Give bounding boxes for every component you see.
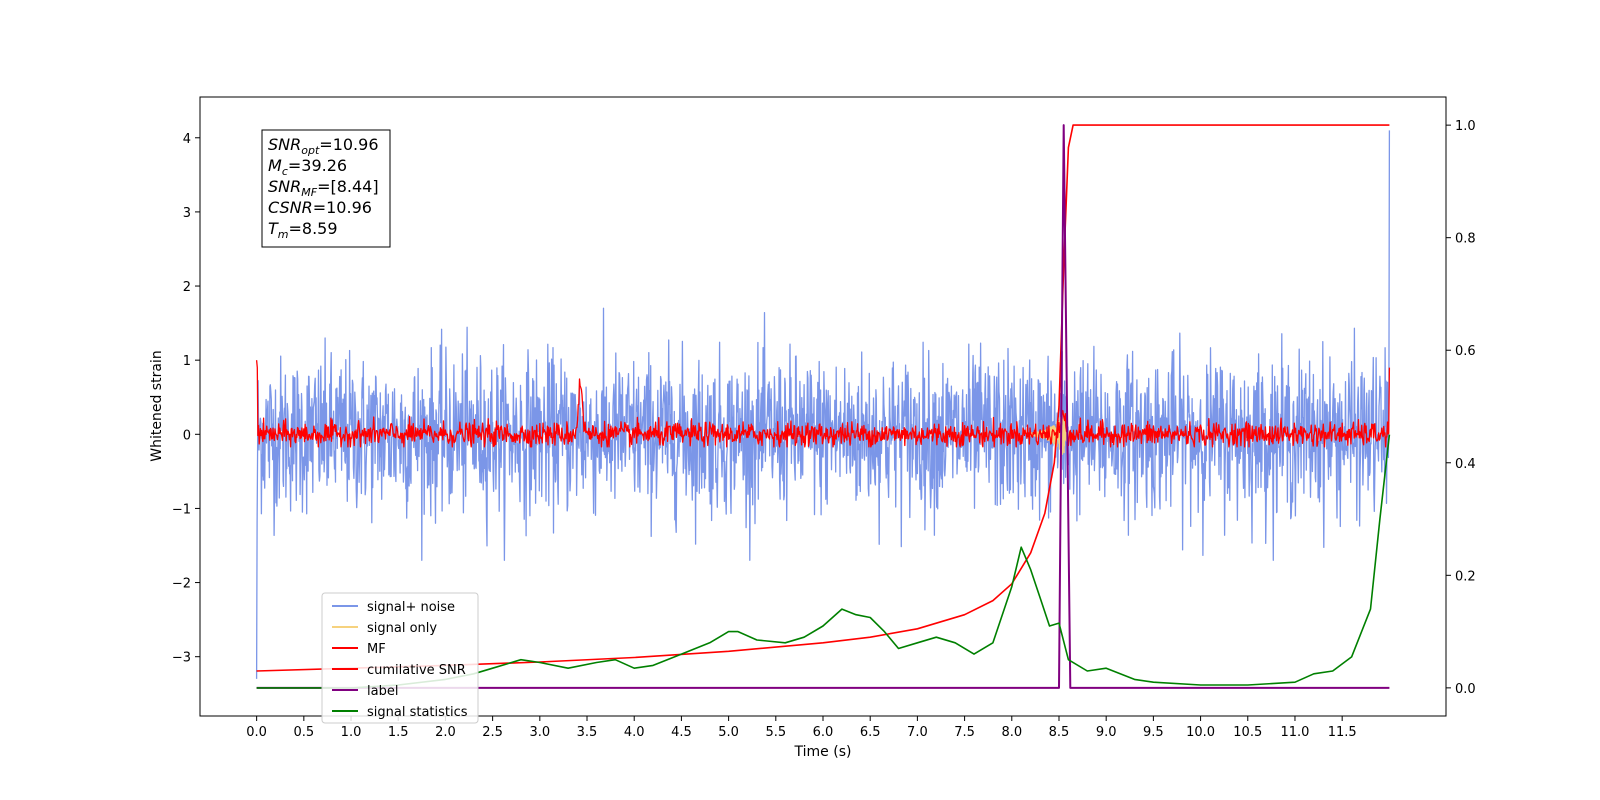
series-signal-noise bbox=[255, 130, 1391, 679]
series-signal-statistics bbox=[256, 434, 1391, 689]
info-box-frame bbox=[261, 129, 391, 248]
legend-label: signal only bbox=[367, 621, 437, 636]
info-sub: MF bbox=[301, 186, 317, 199]
y-axis-left: −3 −2 −1 0 1 2 3 4 bbox=[172, 132, 200, 666]
y-tick-label: −3 bbox=[172, 651, 191, 666]
info-line: Mc=39.26 bbox=[268, 156, 347, 178]
info-var: CSNR bbox=[268, 198, 313, 217]
y-axis-right: 0.0 0.2 0.4 0.6 0.8 1.0 bbox=[1446, 119, 1476, 697]
x-tick-label: 3.5 bbox=[577, 725, 598, 740]
y-tick-label: 4 bbox=[183, 132, 191, 147]
info-box: SNRopt=10.96Mc=39.26SNRMF=[8.44]CSNR=10.… bbox=[261, 129, 391, 248]
y-tick-label: −1 bbox=[172, 502, 191, 517]
legend-label: cumilative SNR bbox=[367, 663, 466, 678]
x-tick-label: 10.5 bbox=[1233, 725, 1262, 740]
info-var: SNR bbox=[268, 135, 301, 154]
x-tick-label: 9.5 bbox=[1143, 725, 1164, 740]
y-tick-label: 1 bbox=[183, 354, 191, 369]
info-line: CSNR=10.96 bbox=[268, 198, 372, 217]
y-right-tick-label: 0.2 bbox=[1455, 569, 1476, 584]
series-layer bbox=[255, 124, 1391, 689]
y-tick-label: 0 bbox=[183, 428, 191, 443]
info-var: T bbox=[268, 219, 279, 238]
info-value: =10.96 bbox=[319, 135, 378, 154]
series-label bbox=[256, 124, 1390, 689]
info-sub: c bbox=[282, 165, 288, 178]
x-tick-label: 7.0 bbox=[907, 725, 928, 740]
info-var: SNR bbox=[268, 177, 301, 196]
info-line: Tm=8.59 bbox=[268, 219, 338, 241]
info-sub: m bbox=[278, 228, 289, 241]
y-tick-label: −2 bbox=[172, 577, 191, 592]
x-tick-label: 2.5 bbox=[482, 725, 503, 740]
x-tick-label: 8.5 bbox=[1049, 725, 1070, 740]
info-sub: opt bbox=[301, 144, 320, 157]
x-tick-label: 0.5 bbox=[293, 725, 314, 740]
series-cumilative-snr bbox=[256, 124, 1390, 672]
info-line: SNRMF=[8.44] bbox=[268, 177, 379, 199]
x-tick-label: 7.5 bbox=[954, 725, 975, 740]
y-right-tick-label: 0.6 bbox=[1455, 344, 1476, 359]
x-tick-label: 9.0 bbox=[1096, 725, 1117, 740]
legend-label: signal statistics bbox=[367, 705, 468, 720]
x-tick-label: 5.5 bbox=[765, 725, 786, 740]
x-axis-label: Time (s) bbox=[794, 744, 852, 760]
x-tick-label: 6.5 bbox=[860, 725, 881, 740]
x-tick-label: 10.0 bbox=[1186, 725, 1215, 740]
info-line: SNRopt=10.96 bbox=[268, 135, 379, 157]
x-tick-label: 4.5 bbox=[671, 725, 692, 740]
x-tick-label: 6.0 bbox=[813, 725, 834, 740]
info-value: =10.96 bbox=[313, 198, 372, 217]
series-mf bbox=[255, 360, 1391, 448]
legend: signal+ noise signal only MF cumilative SNR… bbox=[321, 592, 479, 724]
legend-label: label bbox=[367, 684, 398, 699]
x-tick-label: 4.0 bbox=[624, 725, 645, 740]
legend-label: MF bbox=[367, 642, 386, 657]
y-tick-label: 3 bbox=[183, 206, 191, 221]
x-axis: 0.0 0.5 1.0 1.5 2.0 2.5 3.0 3.5 4.0 4.5 5.0 5.5 6.0 6… bbox=[246, 716, 1357, 740]
x-tick-label: 11.0 bbox=[1280, 725, 1309, 740]
x-tick-label: 5.0 bbox=[718, 725, 739, 740]
x-tick-label: 1.5 bbox=[388, 725, 409, 740]
y-right-tick-label: 0.8 bbox=[1455, 232, 1476, 247]
info-value: =8.59 bbox=[289, 219, 338, 238]
legend-frame bbox=[321, 592, 479, 724]
y-axis-label: Whitened strain bbox=[149, 350, 165, 461]
x-tick-label: 2.0 bbox=[435, 725, 456, 740]
x-tick-label: 8.0 bbox=[1001, 725, 1022, 740]
x-tick-label: 3.0 bbox=[529, 725, 550, 740]
legend-label: signal+ noise bbox=[367, 600, 455, 615]
info-value: =39.26 bbox=[288, 156, 347, 175]
y-right-tick-label: 0.4 bbox=[1455, 457, 1476, 472]
x-tick-label: 11.5 bbox=[1328, 725, 1357, 740]
info-var: M bbox=[268, 156, 282, 175]
y-right-tick-label: 1.0 bbox=[1455, 119, 1476, 134]
info-value: =[8.44] bbox=[317, 177, 379, 196]
x-tick-label: 1.0 bbox=[341, 725, 362, 740]
y-right-tick-label: 0.0 bbox=[1455, 682, 1476, 697]
y-tick-label: 2 bbox=[183, 280, 191, 295]
x-tick-label: 0.0 bbox=[246, 725, 267, 740]
